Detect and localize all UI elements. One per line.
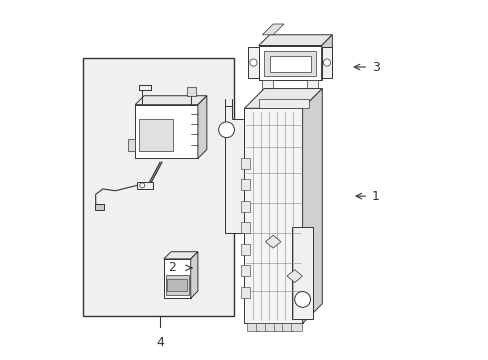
Polygon shape <box>262 24 284 35</box>
Polygon shape <box>241 201 249 212</box>
Polygon shape <box>273 323 284 330</box>
Polygon shape <box>264 51 316 76</box>
Polygon shape <box>321 47 332 78</box>
Polygon shape <box>256 323 266 330</box>
Text: 4: 4 <box>156 336 164 349</box>
Bar <box>83 58 233 316</box>
Polygon shape <box>258 99 308 108</box>
Polygon shape <box>165 275 188 295</box>
Text: 3: 3 <box>371 60 379 73</box>
Text: 1: 1 <box>371 190 379 203</box>
Polygon shape <box>135 96 206 105</box>
Polygon shape <box>241 287 249 298</box>
Text: 2: 2 <box>168 261 176 274</box>
Polygon shape <box>190 252 198 298</box>
Polygon shape <box>258 35 332 45</box>
Circle shape <box>323 59 330 66</box>
Polygon shape <box>135 105 198 158</box>
Circle shape <box>218 122 234 138</box>
Polygon shape <box>247 323 258 330</box>
Polygon shape <box>241 222 249 233</box>
Polygon shape <box>244 89 322 108</box>
Circle shape <box>140 183 144 188</box>
Polygon shape <box>241 179 249 190</box>
Circle shape <box>249 59 257 66</box>
Polygon shape <box>224 107 244 233</box>
Polygon shape <box>247 47 258 78</box>
Polygon shape <box>264 323 275 330</box>
Polygon shape <box>302 89 322 323</box>
Polygon shape <box>163 259 190 298</box>
Polygon shape <box>262 80 273 89</box>
Polygon shape <box>95 204 104 211</box>
Polygon shape <box>128 139 135 151</box>
Polygon shape <box>163 252 198 259</box>
Circle shape <box>294 292 310 307</box>
Polygon shape <box>265 235 281 248</box>
Polygon shape <box>306 80 317 89</box>
Polygon shape <box>241 244 249 255</box>
Polygon shape <box>241 265 249 276</box>
Polygon shape <box>291 226 313 319</box>
Polygon shape <box>137 182 153 189</box>
Polygon shape <box>139 119 173 151</box>
Polygon shape <box>290 323 301 330</box>
Polygon shape <box>241 158 249 168</box>
Polygon shape <box>258 45 321 80</box>
Polygon shape <box>187 87 196 96</box>
Polygon shape <box>286 270 302 283</box>
Polygon shape <box>198 96 206 158</box>
Polygon shape <box>244 108 302 323</box>
Polygon shape <box>167 279 187 291</box>
Polygon shape <box>269 56 310 72</box>
Polygon shape <box>321 35 332 80</box>
Polygon shape <box>282 323 292 330</box>
